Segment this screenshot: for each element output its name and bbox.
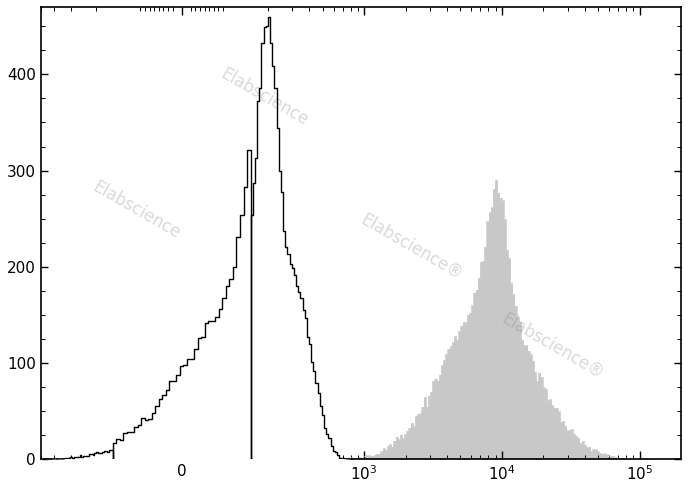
Text: Elabscience®: Elabscience® (499, 310, 608, 383)
Text: Elabscience: Elabscience (90, 178, 184, 243)
Text: Elabscience: Elabscience (218, 65, 312, 130)
Text: Elabscience®: Elabscience® (358, 210, 466, 283)
